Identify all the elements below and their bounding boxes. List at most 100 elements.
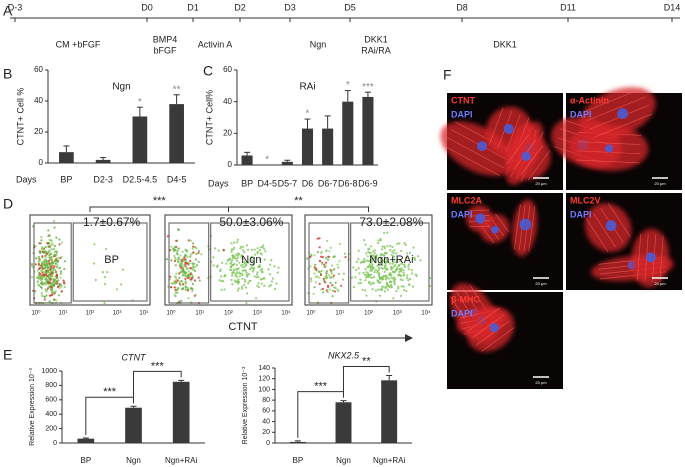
event-dot (45, 263, 48, 266)
event-dot (243, 251, 246, 254)
event-dot (260, 282, 263, 285)
event-dot (370, 257, 373, 260)
event-dot (323, 263, 326, 266)
panel-label: C (203, 63, 213, 79)
event-dot (383, 270, 386, 273)
event-dot (381, 267, 384, 270)
event-dot (374, 268, 377, 272)
event-dot (262, 244, 265, 247)
event-dot (236, 256, 239, 260)
y-tick-label: 40 (223, 97, 232, 106)
event-dot (387, 277, 390, 280)
event-dot (218, 279, 221, 282)
event-dot (259, 246, 262, 249)
event-dot (337, 272, 340, 276)
event-dot (173, 282, 176, 285)
event-dot (37, 262, 41, 266)
event-dot (397, 274, 400, 277)
event-dot (53, 253, 56, 256)
micrograph: CTNT DAPI 20 μm (440, 93, 563, 190)
event-dot (399, 278, 402, 281)
event-dot (229, 265, 232, 269)
event-dot (45, 271, 48, 275)
event-dot (314, 281, 317, 284)
event-dot (365, 276, 368, 279)
event-dot (197, 251, 200, 254)
event-dot (40, 264, 43, 267)
event-dot (184, 253, 187, 256)
event-dot (51, 264, 54, 267)
event-dot (324, 281, 327, 284)
event-dot (178, 276, 181, 279)
event-dot (57, 257, 60, 260)
significance: *** (103, 386, 117, 398)
event-dot (316, 237, 319, 240)
event-dot (255, 273, 259, 276)
significance: * (346, 80, 350, 91)
event-dot (220, 280, 223, 283)
event-dot (60, 241, 64, 244)
event-dot (232, 256, 235, 259)
event-dot (55, 261, 58, 264)
event-dot (365, 252, 368, 255)
event-dot (30, 262, 34, 265)
plot-label: Ngn (241, 254, 261, 266)
event-dot (363, 238, 366, 242)
event-dot (52, 292, 55, 295)
event-dot (394, 264, 397, 267)
event-dot (241, 266, 244, 269)
bracket (228, 206, 369, 212)
event-dot (34, 257, 38, 260)
event-dot (252, 268, 255, 271)
nucleus (605, 220, 617, 232)
event-dot (194, 265, 197, 269)
cells (440, 106, 551, 185)
event-dot (407, 279, 410, 282)
event-dot (57, 294, 61, 297)
event-dot (389, 244, 392, 247)
event-dot (318, 260, 322, 263)
event-dot (63, 268, 66, 271)
event-dot (257, 286, 260, 289)
event-dot (36, 269, 40, 272)
event-dot (249, 257, 252, 260)
event-dot (273, 265, 276, 268)
event-dot (391, 270, 394, 273)
event-dot (50, 259, 53, 262)
event-dot (271, 277, 274, 280)
y-tick-label: 60 (223, 65, 232, 74)
event-dot (312, 292, 315, 295)
event-dot (376, 264, 379, 267)
event-dot (379, 238, 382, 241)
event-dot (392, 265, 396, 268)
event-dot (374, 261, 377, 264)
event-dot (238, 271, 241, 274)
event-dot (251, 259, 254, 262)
event-dot (275, 282, 278, 285)
flow-tick-label: 10³ (393, 311, 402, 317)
event-dot (321, 255, 324, 259)
event-dot (240, 272, 243, 275)
event-dot (200, 253, 203, 256)
event-dot (373, 271, 376, 274)
event-dot (334, 286, 337, 289)
event-dot (359, 261, 363, 264)
event-dot (42, 276, 46, 279)
gate-left (308, 222, 350, 304)
stain-label: CTNT (451, 95, 475, 105)
event-dot (398, 270, 401, 273)
event-dot (46, 266, 49, 269)
event-dot (40, 279, 43, 282)
event-dot (316, 251, 319, 254)
gate-percent: 73.0±2.08% (359, 215, 423, 229)
event-dot (46, 279, 49, 282)
event-dot (50, 262, 53, 265)
event-dot (217, 249, 220, 252)
event-dot (238, 253, 241, 256)
event-dot (189, 253, 192, 256)
event-dot (45, 294, 48, 297)
event-dot (170, 286, 173, 289)
panel-label: B (3, 66, 12, 82)
event-dot (245, 292, 249, 295)
event-dot (402, 269, 405, 272)
